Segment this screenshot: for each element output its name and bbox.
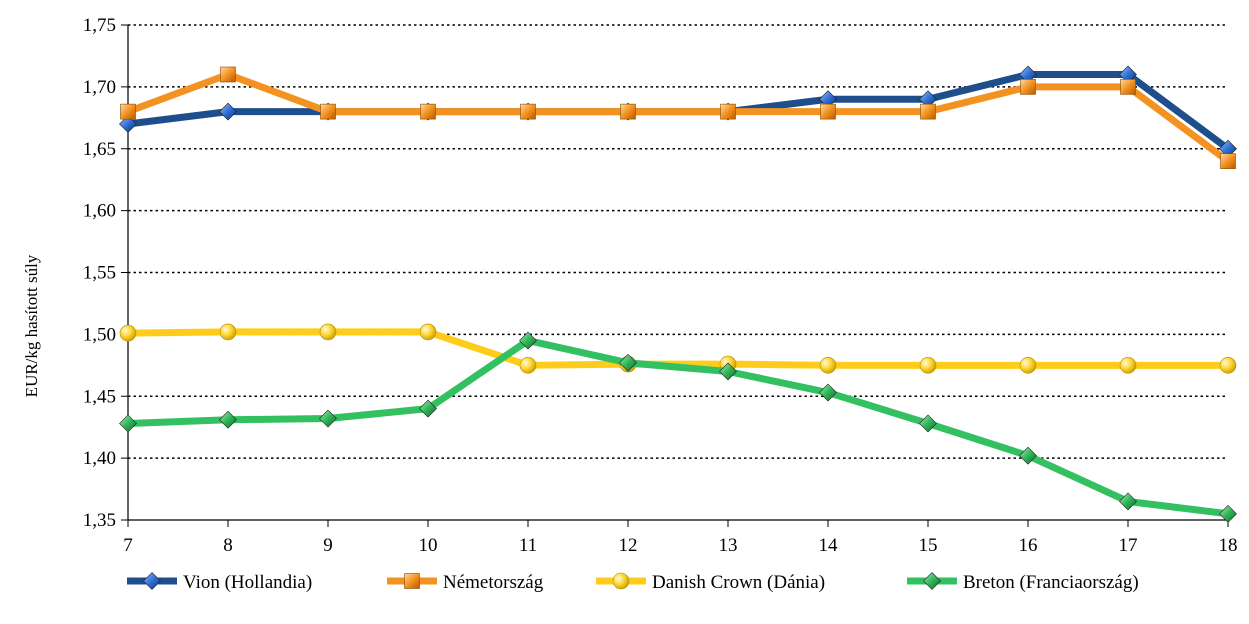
legend-marker — [404, 573, 420, 589]
data-point — [320, 103, 336, 120]
data-point — [619, 353, 637, 372]
series-line — [124, 71, 1232, 165]
data-point — [1219, 357, 1237, 374]
y-tick-label: 1,40 — [83, 448, 116, 469]
y-tick-label: 1,50 — [83, 324, 116, 345]
legend-marker — [923, 572, 941, 590]
data-point — [1119, 357, 1137, 374]
data-point — [919, 357, 937, 374]
y-axis-title: EUR/kg hasított súly — [22, 254, 41, 397]
x-tick-label: 16 — [1019, 535, 1038, 556]
legend-label: Németország — [443, 572, 544, 593]
x-tick-label: 13 — [719, 535, 738, 556]
legend-marker — [143, 572, 161, 590]
data-point — [120, 103, 136, 120]
data-point — [920, 103, 936, 120]
legend-label: Vion (Hollandia) — [183, 572, 312, 593]
x-tick-label: 11 — [519, 535, 537, 556]
x-tick-label: 9 — [323, 535, 333, 556]
data-point — [219, 410, 237, 429]
data-point — [219, 323, 237, 341]
data-point — [419, 323, 437, 341]
x-tick-label: 10 — [419, 535, 438, 556]
tick-labels: 1,35 1,40 1,45 1,50 1,55 1,60 1,65 1,70 1,75 7 8 9 1… — [83, 15, 1238, 556]
series-line — [124, 337, 1232, 518]
axes — [121, 24, 1229, 527]
data-point — [1119, 492, 1137, 511]
legend-item: Németország — [387, 572, 544, 593]
data-point — [820, 103, 836, 120]
data-point — [1019, 357, 1037, 374]
data-point — [1019, 446, 1037, 465]
series-group — [119, 65, 1237, 523]
data-point — [1020, 79, 1036, 95]
legend: Vion (Hollandia) Németország Danish Crown … — [127, 572, 1139, 593]
data-point — [220, 66, 236, 83]
data-point — [119, 414, 137, 433]
data-point — [420, 103, 436, 120]
legend-item: Danish Crown (Dánia) — [596, 572, 825, 593]
y-tick-label: 1,45 — [83, 386, 116, 407]
data-point — [119, 324, 137, 342]
x-tick-label: 12 — [619, 535, 638, 556]
x-tick-label: 15 — [919, 535, 938, 556]
legend-item: Breton (Franciaország) — [907, 572, 1139, 593]
legend-marker — [612, 572, 630, 590]
x-tick-label: 14 — [819, 535, 839, 556]
series-line — [124, 328, 1232, 369]
data-point — [719, 362, 737, 381]
x-tick-label: 8 — [223, 535, 233, 556]
y-tick-label: 1,35 — [83, 510, 116, 531]
data-point — [520, 103, 536, 120]
data-point — [819, 357, 837, 374]
x-tick-label: 7 — [123, 535, 133, 556]
y-tick-label: 1,60 — [83, 201, 116, 222]
y-tick-label: 1,70 — [83, 77, 116, 98]
data-point — [319, 409, 337, 428]
gridlines — [128, 24, 1228, 459]
data-point — [919, 414, 937, 433]
legend-item: Vion (Hollandia) — [127, 572, 312, 593]
legend-label: Danish Crown (Dánia) — [652, 572, 825, 593]
y-tick-label: 1,55 — [83, 263, 116, 284]
series-4 — [119, 331, 1237, 523]
y-tick-label: 1,65 — [83, 139, 116, 160]
legend-label: Breton (Franciaország) — [963, 572, 1139, 593]
data-point — [1220, 153, 1236, 169]
x-tick-label: 17 — [1119, 535, 1138, 556]
data-point — [519, 357, 537, 374]
series-2 — [120, 66, 1236, 169]
data-point — [720, 103, 736, 120]
data-point — [1219, 504, 1237, 523]
data-point — [620, 103, 636, 120]
data-point — [319, 323, 337, 341]
data-point — [119, 115, 137, 133]
x-tick-label: 18 — [1219, 535, 1238, 556]
data-point — [819, 383, 837, 402]
y-tick-label: 1,75 — [83, 15, 116, 36]
data-point — [519, 331, 537, 350]
data-point — [1120, 79, 1136, 95]
data-point — [419, 399, 437, 418]
data-point — [219, 102, 237, 121]
